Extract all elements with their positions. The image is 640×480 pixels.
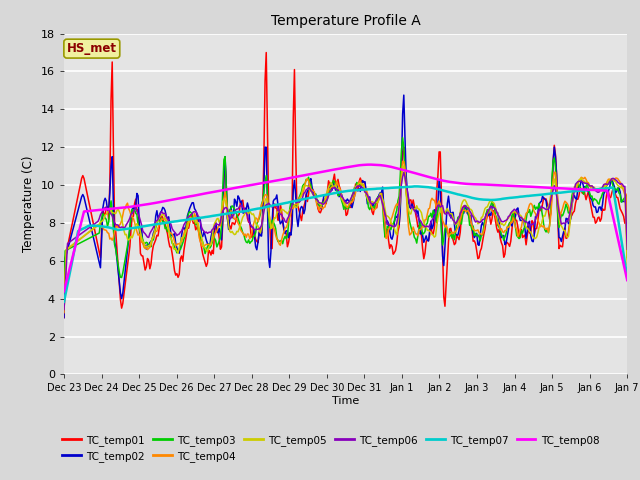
TC_temp07: [298, 197, 305, 203]
TC_temp08: [573, 186, 580, 192]
TC_temp08: [298, 173, 305, 179]
Line: TC_temp05: TC_temp05: [64, 166, 627, 300]
TC_temp05: [623, 262, 631, 267]
TC_temp02: [403, 189, 411, 194]
TC_temp04: [623, 237, 631, 243]
TC_temp04: [573, 185, 580, 191]
TC_temp05: [573, 182, 580, 188]
TC_temp07: [623, 274, 631, 280]
TC_temp02: [60, 315, 68, 321]
TC_temp07: [375, 186, 383, 192]
TC_temp04: [403, 209, 411, 215]
TC_temp03: [60, 289, 68, 295]
Line: TC_temp06: TC_temp06: [64, 172, 627, 310]
TC_temp02: [236, 195, 243, 201]
TC_temp04: [476, 230, 483, 236]
TC_temp03: [298, 189, 305, 194]
TC_temp07: [476, 196, 483, 202]
TC_temp04: [298, 192, 305, 198]
TC_temp01: [236, 211, 243, 217]
TC_temp03: [476, 234, 483, 240]
TC_temp01: [60, 315, 68, 321]
TC_temp08: [403, 168, 411, 174]
TC_temp06: [623, 246, 631, 252]
TC_temp08: [367, 162, 374, 168]
TC_temp02: [375, 192, 383, 197]
TC_temp05: [403, 200, 411, 206]
TC_temp01: [376, 192, 384, 197]
TC_temp07: [60, 299, 68, 305]
TC_temp08: [623, 277, 631, 283]
TC_temp06: [375, 193, 383, 199]
TC_temp05: [375, 194, 383, 200]
TC_temp04: [375, 197, 383, 203]
TC_temp05: [236, 226, 243, 231]
TC_temp01: [299, 209, 307, 215]
TC_temp05: [399, 163, 406, 169]
TC_temp07: [403, 184, 410, 190]
TC_temp05: [476, 220, 483, 226]
TC_temp07: [412, 183, 419, 189]
TC_temp08: [476, 181, 483, 187]
TC_temp01: [476, 255, 483, 261]
TC_temp06: [403, 188, 411, 194]
TC_temp04: [236, 222, 243, 228]
TC_temp06: [236, 204, 243, 210]
TC_temp02: [573, 196, 580, 202]
TC_temp04: [60, 310, 68, 315]
TC_temp06: [298, 197, 305, 203]
TC_temp08: [236, 184, 243, 190]
TC_temp08: [60, 288, 68, 294]
TC_temp01: [262, 49, 270, 55]
X-axis label: Time: Time: [332, 396, 359, 406]
TC_temp01: [403, 197, 411, 203]
TC_temp05: [60, 297, 68, 303]
TC_temp06: [60, 307, 68, 312]
TC_temp02: [623, 195, 631, 201]
TC_temp03: [375, 193, 383, 199]
TC_temp01: [623, 210, 631, 216]
TC_temp01: [573, 196, 580, 202]
TC_temp06: [400, 169, 408, 175]
Title: Temperature Profile A: Temperature Profile A: [271, 14, 420, 28]
Line: TC_temp01: TC_temp01: [64, 52, 627, 318]
TC_temp05: [298, 192, 305, 197]
TC_temp03: [623, 255, 631, 261]
TC_temp02: [476, 242, 483, 248]
Line: TC_temp08: TC_temp08: [64, 165, 627, 291]
TC_temp07: [236, 209, 243, 215]
Line: TC_temp07: TC_temp07: [64, 186, 627, 302]
TC_temp03: [403, 200, 411, 205]
TC_temp03: [236, 219, 243, 225]
TC_temp06: [573, 180, 580, 186]
TC_temp07: [573, 188, 580, 194]
Legend: TC_temp01, TC_temp02, TC_temp03, TC_temp04, TC_temp05, TC_temp06, TC_temp07, TC_: TC_temp01, TC_temp02, TC_temp03, TC_temp…: [58, 431, 604, 466]
TC_temp02: [298, 204, 305, 209]
Y-axis label: Temperature (C): Temperature (C): [22, 156, 35, 252]
TC_temp03: [399, 135, 406, 141]
TC_temp06: [476, 219, 483, 225]
TC_temp03: [573, 185, 580, 191]
Line: TC_temp03: TC_temp03: [64, 138, 627, 292]
TC_temp04: [399, 158, 406, 164]
TC_temp02: [400, 92, 408, 98]
Text: HS_met: HS_met: [67, 42, 117, 55]
Line: TC_temp04: TC_temp04: [64, 161, 627, 312]
Line: TC_temp02: TC_temp02: [64, 95, 627, 318]
TC_temp08: [376, 162, 384, 168]
